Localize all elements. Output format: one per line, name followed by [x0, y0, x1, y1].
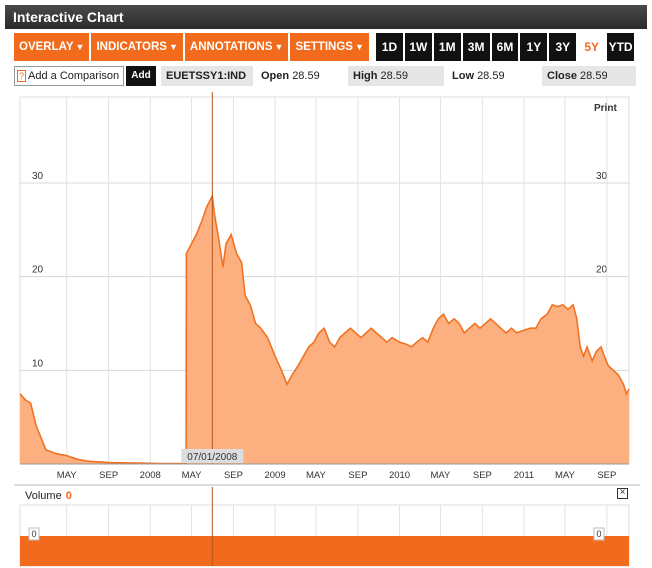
x-tick-label: MAY	[306, 470, 327, 481]
y-tick-label-left: 20	[32, 265, 44, 276]
range-5y-button[interactable]: 5Y	[578, 33, 606, 61]
x-tick-label: SEP	[348, 470, 367, 481]
overlay-menu-button[interactable]: OVERLAY ▼	[14, 33, 90, 61]
x-tick-label: 2011	[514, 470, 534, 481]
volume-tick-label-left: 0	[31, 529, 36, 539]
x-tick-label: 2010	[389, 470, 410, 481]
close-number: 28.59	[580, 70, 608, 82]
print-link[interactable]: Print	[594, 103, 617, 114]
settings-menu-label: SETTINGS	[295, 41, 353, 53]
volume-label: Volume 0	[25, 490, 72, 502]
price-chart[interactable]: 101020203030MAYSEP2008MAYSEP2009MAYSEP20…	[0, 90, 652, 568]
x-tick-label: MAY	[555, 470, 576, 481]
volume-label-box-left	[28, 527, 40, 541]
x-tick-label: MAY	[57, 470, 78, 481]
chart-toolbar: OVERLAY ▼ INDICATORS ▼ ANNOTATIONS ▼ SETTIN…	[14, 33, 636, 61]
annotations-menu-label: ANNOTATIONS	[189, 41, 273, 53]
high-number: 28.59	[380, 70, 409, 82]
caret-down-icon: ▼	[354, 42, 364, 52]
volume-label-box-right	[593, 527, 605, 541]
x-tick-label: MAY	[182, 470, 203, 481]
y-tick-label-left: 10	[32, 358, 44, 369]
volume-value: 0	[65, 490, 72, 502]
volume-bars	[20, 536, 629, 566]
high-value: High 28.59	[348, 66, 444, 86]
crosshair-date-label: 07/01/2008	[187, 452, 237, 463]
x-tick-label: SEP	[99, 470, 118, 481]
window-title: Interactive Chart	[5, 5, 647, 29]
range-6m-button[interactable]: 6M	[491, 33, 519, 61]
range-1m-button[interactable]: 1M	[433, 33, 461, 61]
high-label: High	[353, 70, 378, 82]
caret-down-icon: ▼	[274, 42, 284, 52]
x-tick-label: 2008	[140, 470, 161, 481]
range-3y-button[interactable]: 3Y	[549, 33, 577, 61]
quote-info-row: ? Add a Comparison Add EUETSSY1:IND Open …	[14, 66, 636, 86]
x-tick-label: MAY	[430, 470, 451, 481]
series-line	[19, 193, 630, 465]
x-tick-label: SEP	[473, 470, 492, 481]
low-number: 28.59	[477, 70, 505, 82]
crosshair-date-box	[181, 449, 244, 463]
range-3m-button[interactable]: 3M	[462, 33, 490, 61]
close-value: Close 28.59	[542, 66, 636, 86]
y-tick-label-right: 20	[596, 265, 608, 276]
low-label: Low	[452, 70, 474, 82]
range-1y-button[interactable]: 1Y	[520, 33, 548, 61]
indicators-menu-button[interactable]: INDICATORS ▼	[91, 33, 183, 61]
y-tick-label-right: 30	[596, 171, 608, 182]
x-tick-label: SEP	[597, 470, 616, 481]
range-ytd-button[interactable]: YTD	[607, 33, 635, 61]
open-value: Open 28.59	[256, 66, 348, 86]
close-volume-icon[interactable]: ×	[617, 488, 628, 499]
open-label: Open	[261, 70, 290, 82]
low-value: Low 28.59	[447, 66, 539, 86]
indicators-menu-label: INDICATORS	[96, 41, 167, 53]
annotations-menu-button[interactable]: ANNOTATIONS ▼	[184, 33, 289, 61]
open-number: 28.59	[292, 70, 320, 82]
volume-tick-label-right: 0	[596, 529, 601, 539]
settings-menu-button[interactable]: SETTINGS ▼	[290, 33, 369, 61]
add-comparison-button[interactable]: Add	[126, 66, 156, 86]
x-tick-label: 2009	[264, 470, 285, 481]
caret-down-icon: ▼	[168, 42, 178, 52]
y-tick-label-left: 30	[32, 171, 44, 182]
help-icon[interactable]: ?	[17, 70, 27, 82]
range-1w-button[interactable]: 1W	[404, 33, 432, 61]
ticker-symbol: EUETSSY1:IND	[161, 66, 253, 86]
close-label: Close	[547, 70, 577, 82]
range-1d-button[interactable]: 1D	[376, 33, 403, 61]
caret-down-icon: ▼	[75, 42, 85, 52]
comparison-placeholder: Add a Comparison	[28, 70, 120, 82]
volume-title: Volume	[25, 490, 62, 502]
add-comparison-input[interactable]: ? Add a Comparison	[14, 66, 124, 86]
x-tick-label: SEP	[224, 470, 243, 481]
overlay-menu-label: OVERLAY	[19, 41, 74, 53]
